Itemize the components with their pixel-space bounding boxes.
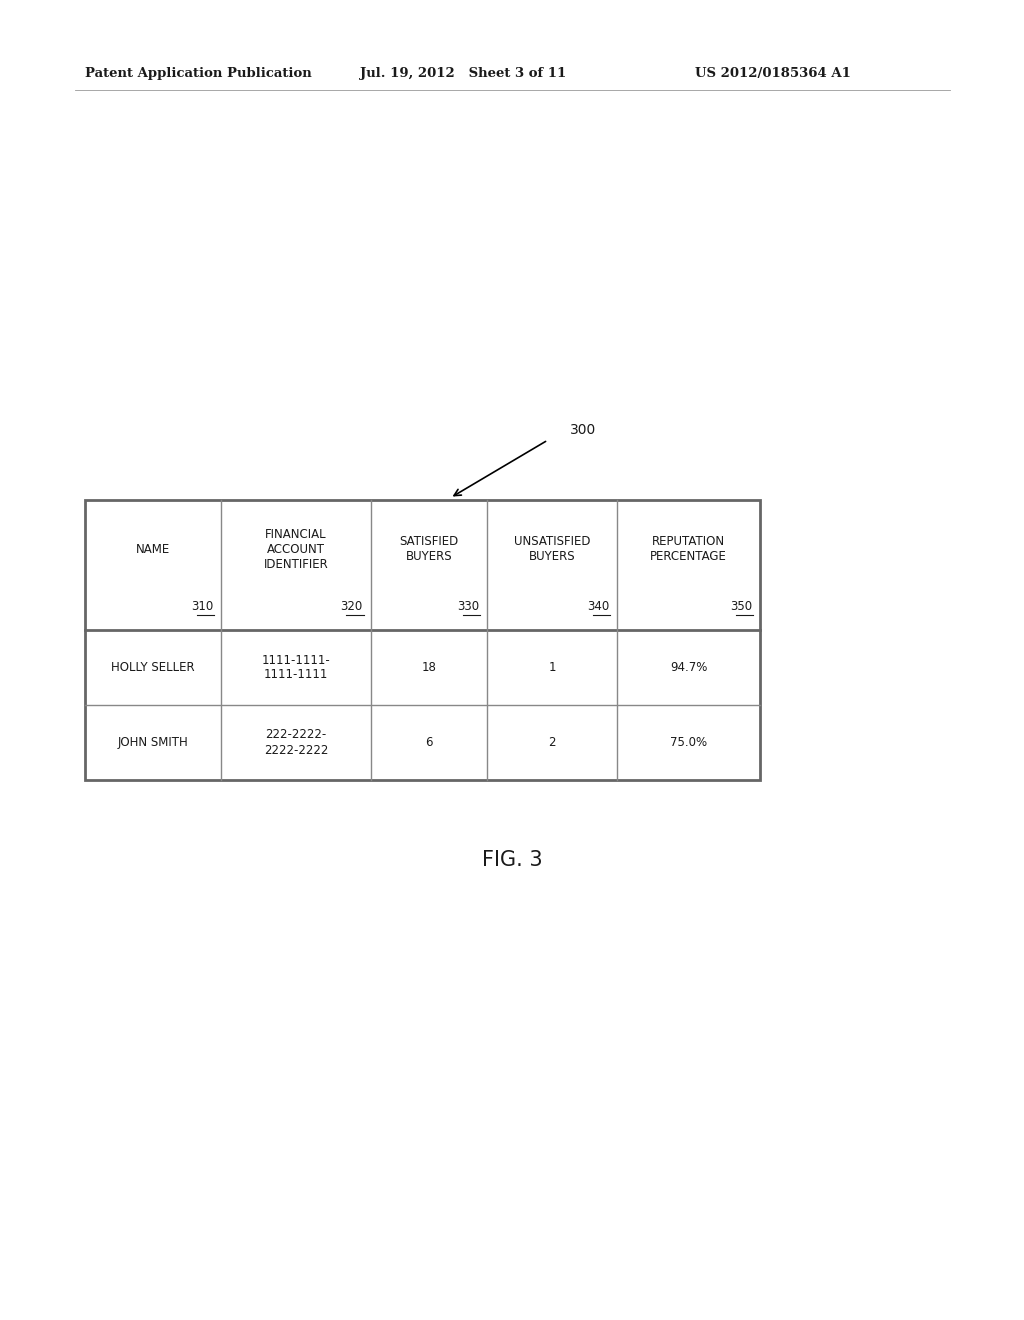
Text: 340: 340 bbox=[587, 601, 609, 612]
Text: SATISFIED
BUYERS: SATISFIED BUYERS bbox=[399, 536, 459, 564]
Text: JOHN SMITH: JOHN SMITH bbox=[118, 737, 188, 748]
Text: US 2012/0185364 A1: US 2012/0185364 A1 bbox=[695, 66, 851, 79]
Text: 1: 1 bbox=[549, 661, 556, 675]
Text: 300: 300 bbox=[570, 422, 596, 437]
Text: UNSATISFIED
BUYERS: UNSATISFIED BUYERS bbox=[514, 536, 591, 564]
Bar bbox=[85, 500, 760, 780]
Text: FIG. 3: FIG. 3 bbox=[481, 850, 543, 870]
Text: 2: 2 bbox=[549, 737, 556, 748]
Text: 320: 320 bbox=[340, 601, 362, 612]
Text: Patent Application Publication: Patent Application Publication bbox=[85, 66, 311, 79]
Text: REPUTATION
PERCENTAGE: REPUTATION PERCENTAGE bbox=[650, 536, 727, 564]
Text: HOLLY SELLER: HOLLY SELLER bbox=[112, 661, 195, 675]
Text: 330: 330 bbox=[458, 601, 479, 612]
Text: 350: 350 bbox=[730, 601, 752, 612]
Text: 18: 18 bbox=[422, 661, 436, 675]
Text: Jul. 19, 2012   Sheet 3 of 11: Jul. 19, 2012 Sheet 3 of 11 bbox=[360, 66, 566, 79]
Text: 75.0%: 75.0% bbox=[670, 737, 708, 748]
Text: 310: 310 bbox=[191, 601, 213, 612]
Text: 1111-1111-
1111-1111: 1111-1111- 1111-1111 bbox=[261, 653, 331, 681]
Text: FINANCIAL
ACCOUNT
IDENTIFIER: FINANCIAL ACCOUNT IDENTIFIER bbox=[263, 528, 329, 570]
Text: 94.7%: 94.7% bbox=[670, 661, 708, 675]
Text: 6: 6 bbox=[425, 737, 433, 748]
Text: NAME: NAME bbox=[136, 543, 170, 556]
Text: 222-2222-
2222-2222: 222-2222- 2222-2222 bbox=[264, 729, 328, 756]
